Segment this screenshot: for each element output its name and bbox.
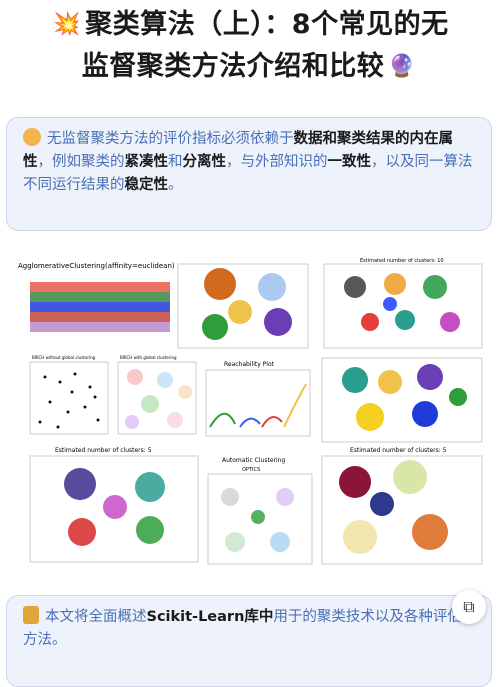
palette-icon xyxy=(23,128,41,146)
intro-callout: 无监督聚类方法的评价指标必须依赖于数据和聚类结果的内在属性，例如聚类的紧凑性和分… xyxy=(6,117,492,231)
collision-emoji-icon: 💥 xyxy=(53,12,82,37)
agglo-lines xyxy=(30,276,170,338)
blob-clusters xyxy=(202,268,292,340)
density-clusters xyxy=(342,364,467,431)
est5a-title: Estimated number of clusters: 5 xyxy=(55,447,152,454)
crystal-ball-emoji-icon: 🔮 xyxy=(388,54,417,79)
est10-title: Estimated number of clusters: 10 xyxy=(360,258,444,264)
birch-with-title: BIRCH with global clustering xyxy=(120,355,177,360)
est5b-clusters xyxy=(339,460,448,554)
page-title: 💥 聚类算法（上）：8个常见的无 监督聚类方法介绍和比较 🔮 xyxy=(6,4,496,88)
est10-clusters xyxy=(344,273,460,332)
birch-no-title: BIRCH without global clustering xyxy=(32,355,96,360)
medal-icon xyxy=(23,606,39,624)
optics-clusters xyxy=(221,488,294,552)
clustering-figure: AgglomerativeClustering(affinity=euclide… xyxy=(10,252,488,584)
summary-callout: 本文将全面概述Scikit-Learn库中用于的聚类技术以及各种评估方法。 xyxy=(6,595,492,687)
clustering-collage: AgglomerativeClustering(affinity=euclide… xyxy=(18,258,483,565)
birch-with-clusters xyxy=(125,369,192,429)
reach-title: Reachability Plot xyxy=(224,361,275,368)
copy-icon: ⧉ xyxy=(463,597,475,616)
est5a-clusters xyxy=(64,468,165,546)
agglo-title: AgglomerativeClustering(affinity=euclide… xyxy=(18,262,175,270)
birch-no-points xyxy=(38,372,100,429)
reach-bars xyxy=(209,383,307,428)
est5b-title: Estimated number of clusters: 5 xyxy=(350,447,447,454)
copy-button[interactable]: ⧉ xyxy=(452,590,486,624)
auto-title: Automatic Clustering xyxy=(222,457,285,464)
optics-title: OPTICS xyxy=(242,467,260,473)
